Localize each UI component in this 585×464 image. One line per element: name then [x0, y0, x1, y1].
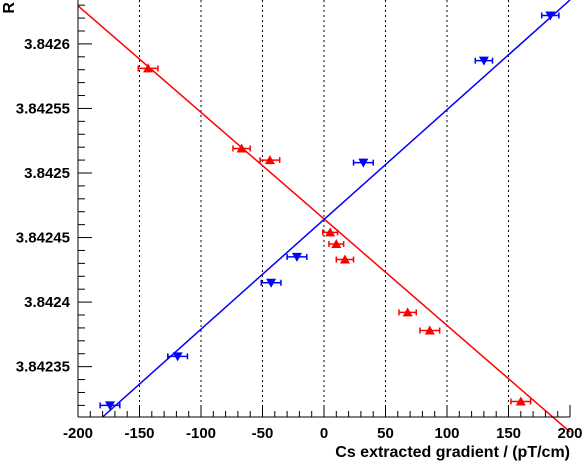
x-tick-label: 50 — [377, 425, 394, 442]
y-tick-label: 3.84235 — [16, 359, 70, 376]
triangle-up-marker — [143, 63, 154, 73]
plot-background — [78, 0, 570, 417]
triangle-down-marker — [291, 252, 302, 262]
x-ticks: -200 -150 -100 -50 0 50 100 150 200 — [63, 405, 583, 442]
data-point — [540, 11, 560, 21]
y-tick-label: 3.8426 — [24, 36, 70, 53]
x-tick-label: 200 — [557, 425, 582, 442]
data-point — [328, 239, 345, 249]
triangle-up-marker — [339, 254, 350, 264]
data-point — [322, 227, 339, 237]
y-tick-label: 3.8425 — [24, 165, 70, 182]
fit-line — [102, 0, 571, 418]
x-tick-label: -50 — [252, 425, 274, 442]
y-ticks: 3.84235 3.8424 3.84245 3.8425 3.84255 3.8426 — [16, 4, 92, 406]
x-tick-label: 100 — [434, 425, 459, 442]
data-point — [167, 352, 189, 362]
triangle-down-marker — [266, 278, 277, 288]
data-point — [335, 254, 355, 264]
data-point — [352, 158, 374, 168]
triangle-up-marker — [402, 307, 413, 317]
triangle-up-marker — [264, 155, 275, 165]
triangle-down-marker — [545, 11, 556, 21]
data-point — [99, 401, 121, 411]
data-point — [474, 56, 494, 66]
y-axis-title: R — [1, 2, 18, 14]
data-points — [99, 11, 560, 411]
data-point — [398, 307, 417, 317]
data-point — [232, 143, 251, 153]
triangle-down-marker — [172, 352, 183, 362]
triangle-up-marker — [515, 396, 526, 406]
data-point — [260, 278, 282, 288]
triangle-down-marker — [104, 401, 115, 411]
triangle-up-marker — [331, 239, 342, 249]
data-point — [137, 63, 159, 73]
y-tick-label: 3.8424 — [24, 294, 71, 311]
data-point — [286, 252, 308, 262]
triangle-down-marker — [478, 56, 489, 66]
triangle-up-marker — [325, 227, 336, 237]
x-tick-label: 150 — [496, 425, 521, 442]
triangle-up-marker — [236, 143, 247, 153]
triangle-up-marker — [424, 325, 435, 335]
triangle-down-marker — [358, 158, 369, 168]
y-tick-label: 3.84255 — [16, 100, 70, 117]
x-axis-title: Cs extracted gradient / (pT/cm) — [335, 444, 570, 461]
data-point — [419, 325, 441, 335]
x-tick-label: -200 — [63, 425, 93, 442]
x-tick-label: -150 — [124, 425, 154, 442]
x-tick-label: 0 — [320, 425, 328, 442]
fit-lines — [77, 0, 571, 433]
y-tick-label: 3.84245 — [16, 230, 70, 247]
data-point — [259, 155, 281, 165]
x-tick-label: -100 — [186, 425, 216, 442]
data-point — [510, 396, 532, 406]
